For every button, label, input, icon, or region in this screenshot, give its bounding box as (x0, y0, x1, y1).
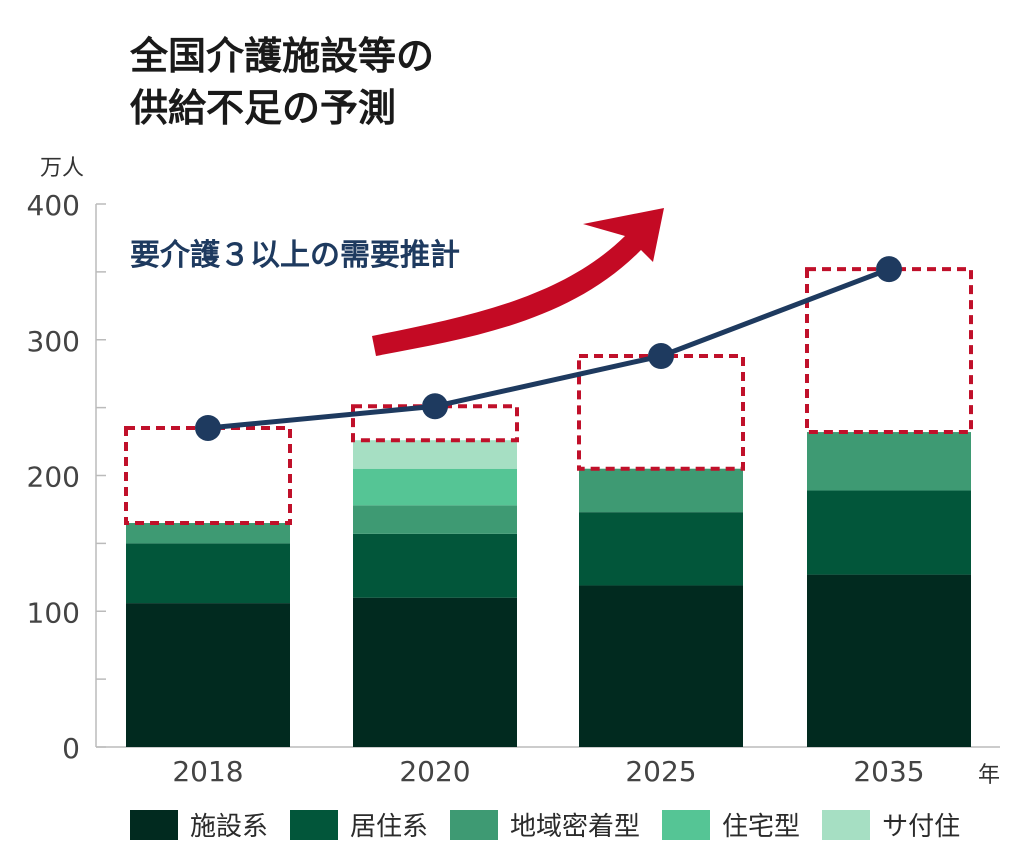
x-axis-unit: 年 (978, 763, 1000, 788)
legend-item: 居住系 (290, 806, 428, 843)
bar-segment (126, 523, 290, 544)
bar-segment (353, 505, 517, 534)
shortfall-box (577, 354, 745, 471)
x-tick-label: 2020 (399, 755, 470, 788)
bar-segment (353, 597, 517, 747)
bar-segment (807, 490, 971, 575)
bar-segment (579, 512, 743, 586)
legend-label: 地域密着型 (510, 812, 641, 842)
bar-segment (126, 603, 290, 747)
demand-line-label: 要介護３以上の需要推計 (130, 238, 460, 273)
demand-point (195, 414, 221, 441)
demand-point (648, 343, 674, 370)
stacked-bars (126, 432, 971, 747)
bar-segment (353, 533, 517, 598)
bar-segment (807, 574, 971, 747)
legend-item: 住宅型 (662, 806, 800, 843)
title-line-1: 全国介護施設等の (130, 34, 435, 78)
x-tick-label: 2035 (853, 755, 924, 788)
legend-swatch (662, 809, 711, 840)
demand-point (422, 393, 448, 420)
bar-segment (126, 543, 290, 604)
legend-swatch (450, 809, 499, 840)
x-tick-label: 2025 (625, 755, 696, 788)
legend-swatch (822, 809, 871, 840)
legend-swatch (290, 809, 339, 840)
demand-line (195, 256, 902, 441)
bar-segment (353, 440, 517, 469)
bar-segment (579, 468, 743, 513)
y-tick-label: 300 (27, 325, 80, 358)
demand-line-path (207, 266, 890, 431)
demand-point (876, 256, 902, 283)
y-axis-unit: 万人 (40, 156, 84, 181)
y-tick-label: 0 (62, 732, 80, 765)
bar-segment (579, 585, 743, 747)
title-line-2: 供給不足の予測 (130, 86, 397, 130)
y-tick-label: 400 (27, 189, 80, 222)
legend-label: 住宅型 (722, 812, 801, 842)
shortfall-box (124, 425, 292, 526)
y-tick-label: 200 (27, 461, 80, 494)
legend-label: 施設系 (190, 812, 269, 842)
legend-swatch (130, 809, 178, 840)
legend-item: 地域密着型 (450, 806, 640, 843)
bar-segment (353, 468, 517, 506)
y-tick-label: 100 (27, 596, 80, 629)
legend-item: サ付住 (822, 806, 960, 843)
legend: 施設系 居住系 地域密着型 住宅型 サ付住 (130, 806, 982, 843)
bar-segment (807, 432, 971, 491)
page-title: 全国介護施設等の 供給不足の予測 (130, 30, 434, 134)
x-tick-label: 2018 (172, 755, 243, 788)
legend-label: サ付住 (882, 812, 961, 842)
y-axis: 0 100 200 300 400 2018 2020 2025 2035 (27, 189, 1000, 788)
increase-arrow (372, 208, 664, 356)
legend-item: 施設系 (130, 806, 268, 843)
legend-label: 居住系 (350, 812, 429, 842)
